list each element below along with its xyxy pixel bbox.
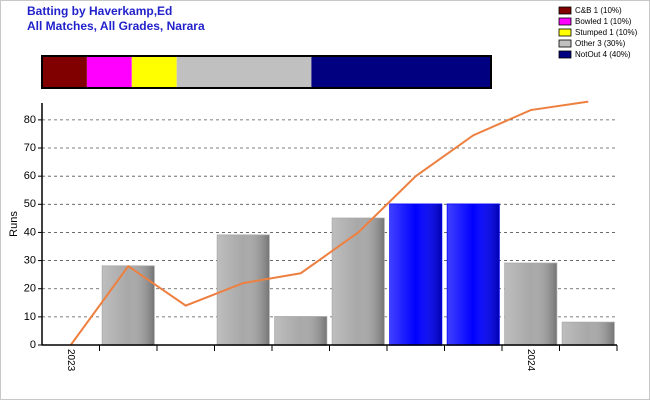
x-tick-label: 2023 [65,349,76,372]
bar-shade [102,266,154,345]
y-tick-label: 50 [24,198,36,210]
legend-label: Stumped 1 (10%) [575,28,638,37]
proportion-segment [176,56,312,88]
y-tick-label: 60 [24,170,36,182]
chart-subtitle: All Matches, All Grades, Narara [27,19,205,33]
y-tick-label: 10 [24,311,36,323]
chart-title: Batting by Haverkamp,Ed [27,4,172,18]
proportion-segment [42,56,87,88]
legend-swatch [558,17,572,26]
legend-label: C&B 1 (10%) [575,6,622,15]
bar-shade [505,263,557,345]
y-tick-label: 80 [24,114,36,126]
average-line [69,100,589,346]
legend-label: NotOut 4 (40%) [575,50,631,59]
legend-swatch [558,50,572,59]
legend-swatch [558,39,572,48]
y-axis-label: Runs [8,211,20,237]
x-tick-label: 2024 [525,349,536,372]
proportion-frame [41,55,492,89]
legend-swatch [558,6,572,15]
proportion-segment [131,56,177,88]
y-tick-label: 20 [24,283,36,295]
proportion-segment [311,56,491,88]
bar-shade [562,322,614,345]
legend-swatch [558,28,572,37]
legend-label: Other 3 (30%) [575,39,626,48]
y-tick-label: 30 [24,254,36,266]
bar-shade [332,218,384,345]
legend-label: Bowled 1 (10%) [575,17,632,26]
y-tick-label: 0 [30,339,36,351]
proportion-segment [86,56,132,88]
bar-shade [390,204,442,345]
bar-shade [275,316,327,345]
y-tick-label: 40 [24,226,36,238]
bar-shade [447,204,499,345]
y-tick-label: 70 [24,142,36,154]
